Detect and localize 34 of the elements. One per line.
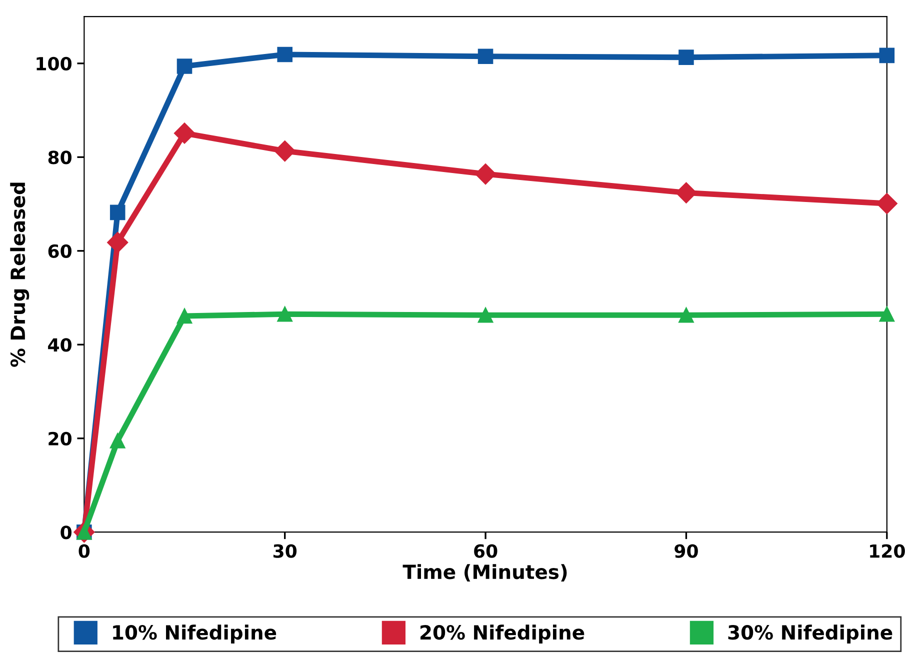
x-tick-label: 120 <box>870 544 905 558</box>
point <box>277 46 292 62</box>
point <box>110 433 126 448</box>
y-tick-label: 80 <box>48 150 72 164</box>
point <box>478 307 494 323</box>
point <box>274 140 296 162</box>
x-tick-label: 90 <box>674 544 698 558</box>
point <box>176 308 192 324</box>
point <box>678 307 694 323</box>
point <box>475 163 496 185</box>
point <box>676 182 697 204</box>
y-tick-label: 60 <box>48 244 72 258</box>
point <box>879 48 895 64</box>
point <box>107 232 128 253</box>
y-tick-label: 40 <box>48 338 72 352</box>
legend-label: 10% Nifedipine <box>113 624 276 644</box>
legend-label: 30% Nifedipine <box>728 624 892 644</box>
point <box>176 58 192 74</box>
point <box>277 306 292 322</box>
point <box>478 48 494 64</box>
y-axis-title: % Drug Released <box>10 182 30 367</box>
point <box>879 306 895 322</box>
point <box>876 193 898 214</box>
point <box>174 122 196 144</box>
point <box>678 50 694 65</box>
x-tick-label: 60 <box>474 544 498 558</box>
y-tick-label: 100 <box>36 56 72 71</box>
x-tick-label: 0 <box>78 544 90 558</box>
legend-label: 20% Nifedipine <box>420 624 584 644</box>
y-tick-label: 0 <box>60 526 72 540</box>
y-tick-label: 20 <box>48 432 72 446</box>
point <box>110 204 126 220</box>
x-axis-title: Time (Minutes) <box>402 564 567 582</box>
x-tick-label: 30 <box>273 544 297 558</box>
